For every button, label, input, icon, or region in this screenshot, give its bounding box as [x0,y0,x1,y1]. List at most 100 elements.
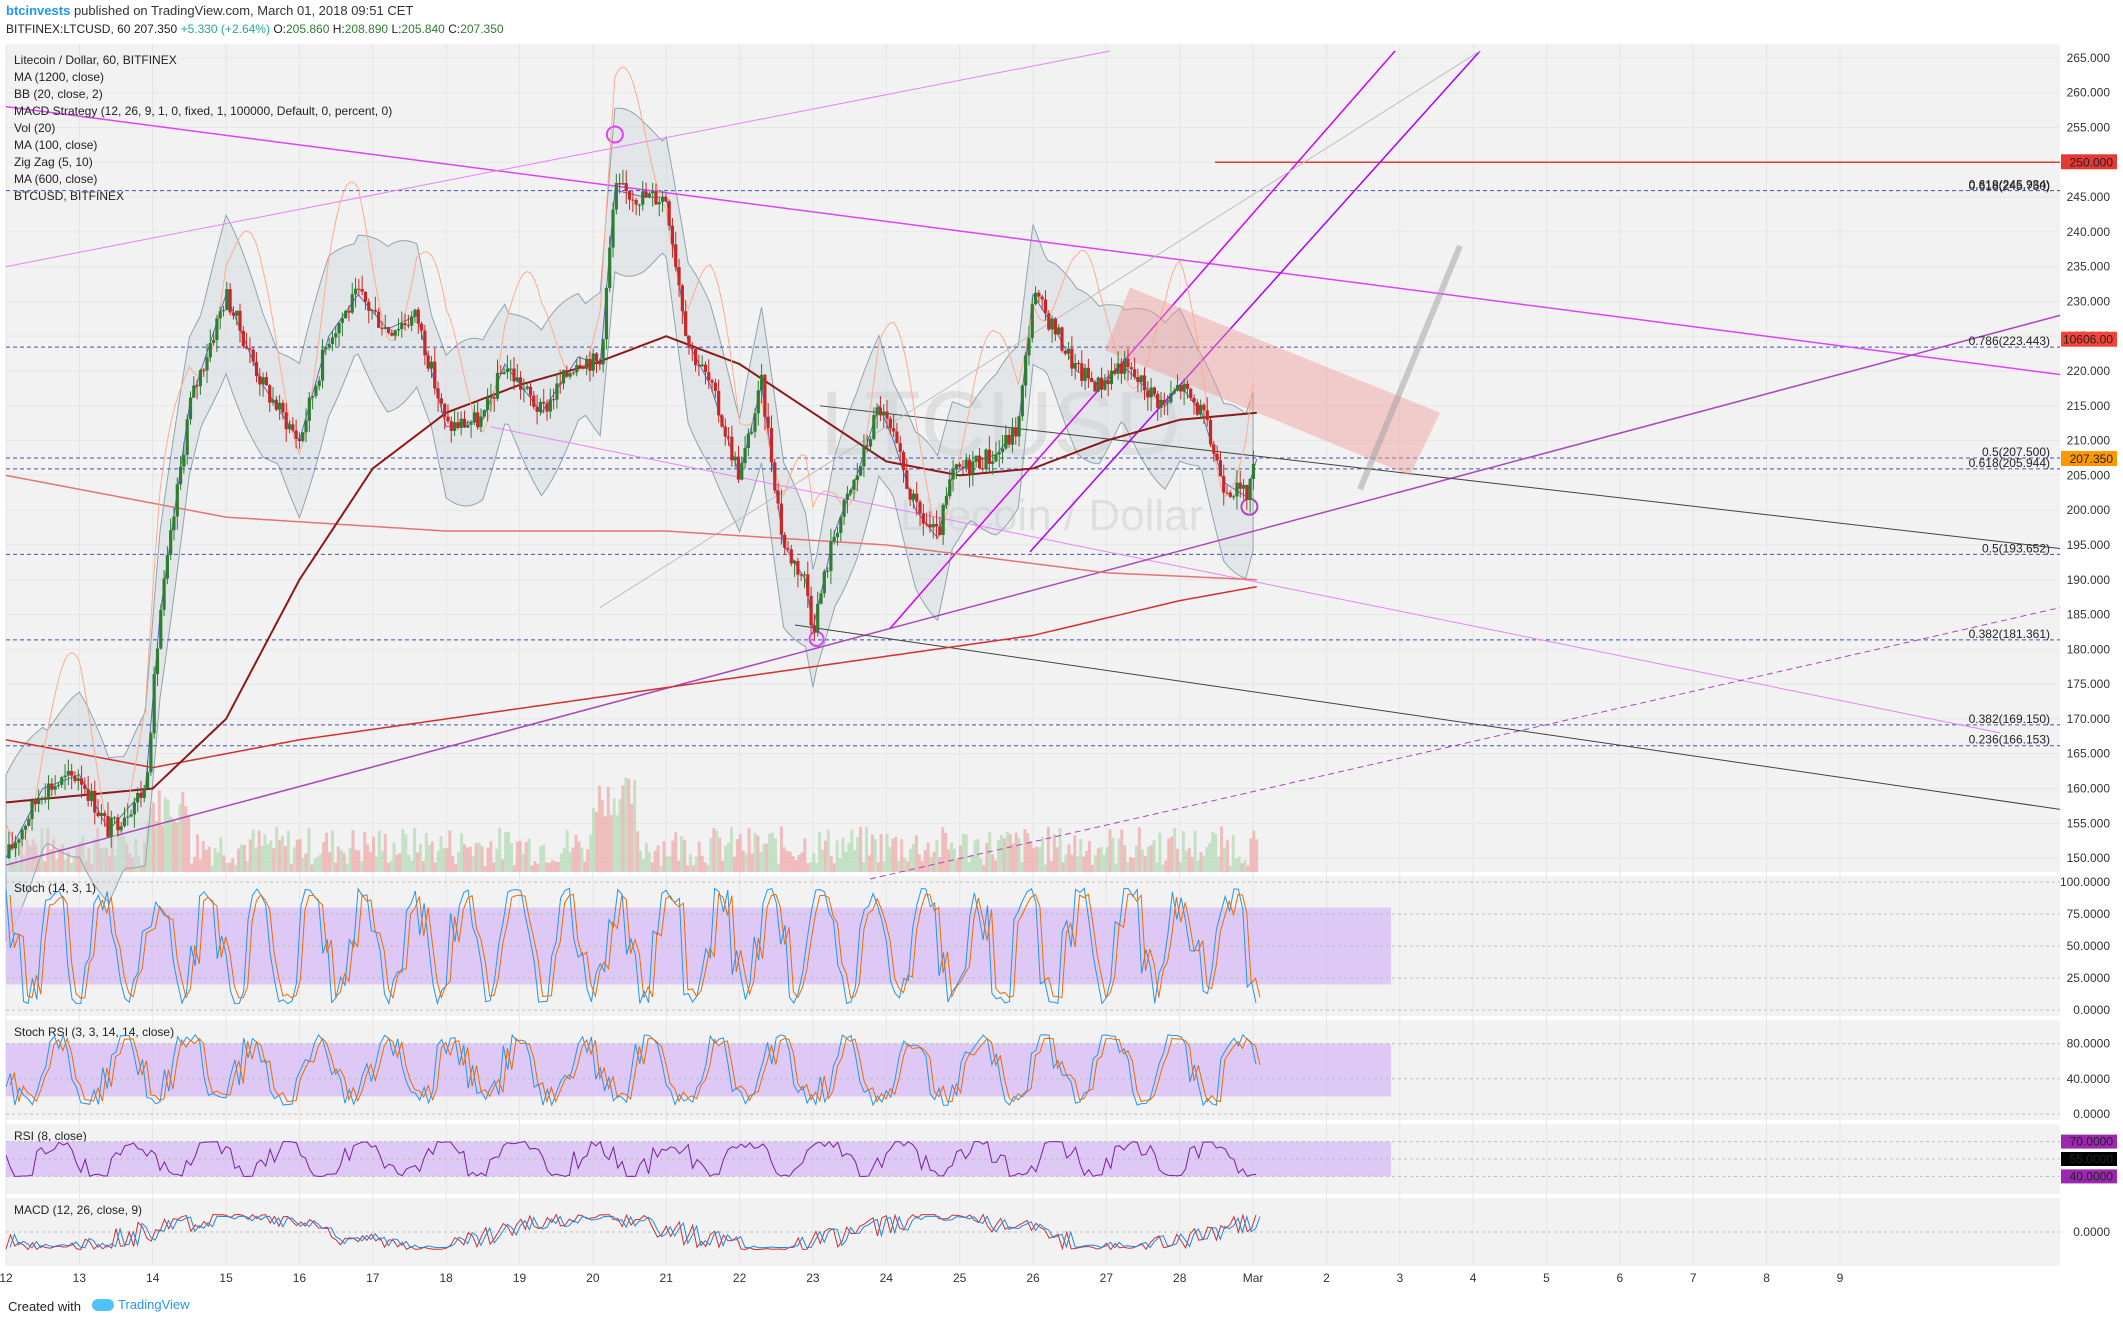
volume-bar [468,846,472,872]
time-tick: 3 [1396,1271,1403,1285]
candle-body [951,469,955,480]
candle-body [1109,370,1114,384]
candle-body [261,377,265,385]
candle-body [89,790,94,801]
volume-bar [78,841,82,872]
candle-body [46,783,51,798]
candle-body [1010,427,1015,445]
volume-bar [914,835,918,872]
volume-bar [72,856,76,872]
candle-body [816,603,820,633]
candle-body [703,364,708,373]
volume-bar [545,862,549,872]
volume-bar [421,861,425,872]
candle-body [27,819,31,826]
volume-bar [1237,856,1241,872]
volume-bar [439,835,443,872]
volume-bar [1108,829,1112,872]
bb-band [5,107,1254,942]
badge-btc: 10606.00 [2063,333,2113,347]
rsi-tick: 70.0000 [2070,1135,2114,1149]
chart-canvas[interactable]: LTCUSD Litecoin / Dollar 0.618(245.934)0… [0,0,2123,1291]
volume-bar [110,836,114,872]
volume-bar [219,837,223,872]
price-tick: 220.000 [2067,364,2111,378]
badge-250-bg [2061,154,2117,170]
candle-body [429,361,434,369]
volume-bar [994,860,998,872]
candle-body [1202,404,1206,411]
candle-body [1106,380,1110,384]
candle-body [1004,434,1008,449]
volume-bar [903,857,907,872]
candle-body [380,327,384,329]
candle-body [357,288,361,290]
volume-bar [950,842,954,872]
price-tick: 165.000 [2067,747,2111,761]
candle-body [17,839,21,843]
candle-body [901,451,906,471]
candle-body [895,431,899,444]
open-value: 205.860 [285,22,330,36]
candle-body [73,775,77,781]
candle-body [212,339,216,344]
candle-body [466,424,470,428]
candle-body [839,516,843,533]
candle-body [373,310,377,312]
legend-item: MA (1200, close) [14,70,104,84]
volume-bar [900,839,904,872]
volume-bar [536,863,540,872]
candle-body [1103,380,1107,390]
volume-bar [457,852,461,872]
candle-body [1024,355,1028,386]
volume-bar [260,846,264,872]
candle-body [112,817,117,819]
candle-body [783,534,787,548]
stoch-tick: 50.0000 [2067,939,2111,953]
time-axis[interactable]: 12 13 14 15 16 17 18 19 20 21 22 23 24 25 26 27 28 Mar 2 3 4… [0,1266,2123,1291]
candle-body [324,346,328,350]
volume-bar [709,837,713,872]
volume-bar [210,865,214,872]
candle-body [918,501,922,514]
candle-body [99,813,103,817]
candle-body [723,426,727,437]
candle-body [419,323,424,331]
candle-body [855,475,859,480]
tradingview-logo[interactable]: TradingView [92,1297,190,1312]
volume-bar [1011,843,1015,872]
volume-bar [776,864,780,872]
volume-bar [894,836,898,872]
candle-body [862,445,866,467]
volume-bar [794,860,798,872]
candle-body [786,547,790,550]
volume-bar [867,855,871,872]
volume-bar [433,862,437,872]
candle-body [482,409,486,417]
volume-bar [325,832,329,872]
volume-bar [87,847,91,872]
volume-bar [926,842,930,872]
candle-body [561,370,566,384]
price-axis[interactable]: 265.000 260.000 255.000 250.000 245.000 240.0… [2060,44,2123,872]
candle-body [585,358,589,369]
volume-bar [228,862,232,872]
candle-body [37,799,41,805]
volume-bar [1020,862,1024,872]
author-name[interactable]: btcinvests [6,3,71,18]
volume-bar [1117,838,1121,872]
volume-bar [685,865,689,872]
volume-bar [251,829,255,872]
volume-bar [1164,860,1168,872]
volume-bar [556,861,560,872]
price-tick: 150.000 [2067,851,2111,865]
price-tick: 200.000 [2067,503,2111,517]
candle-body [1073,363,1077,369]
candle-body [1175,384,1180,391]
candle-body [779,503,783,535]
volume-bar [418,843,422,872]
candle-body [885,411,889,419]
candle-body [1132,369,1137,378]
candle-body [410,316,414,326]
last-price: 207.350 [133,22,178,36]
